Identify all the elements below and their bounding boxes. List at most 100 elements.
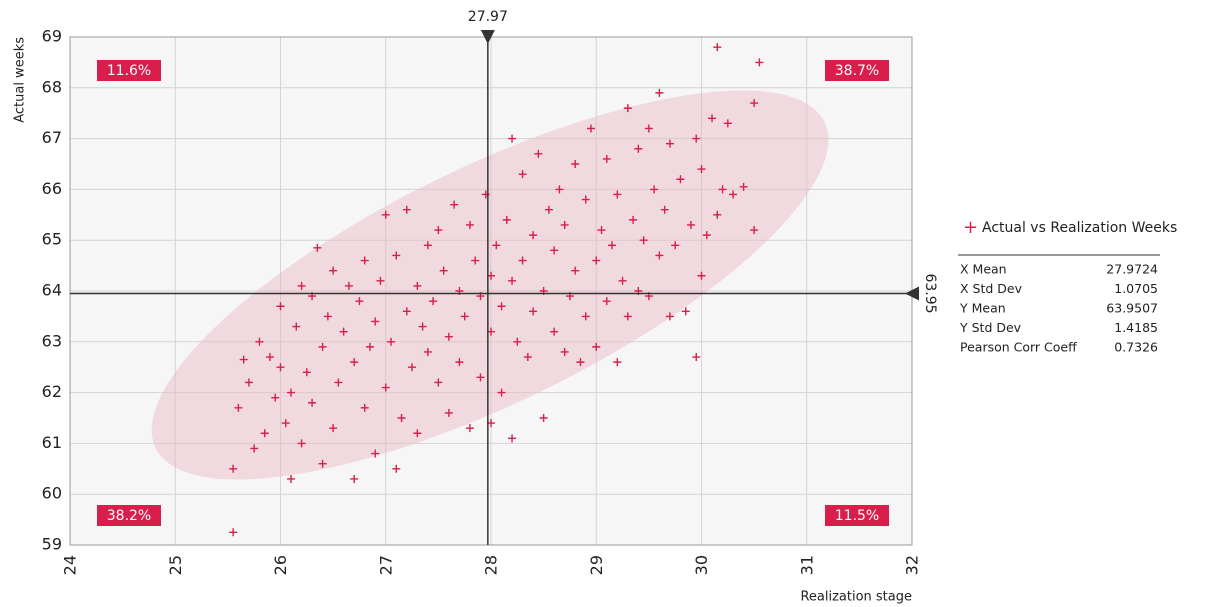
point [639,236,648,245]
point [702,231,711,240]
point [613,358,622,367]
point [755,58,764,67]
point [255,337,264,346]
point [697,271,706,280]
point [418,322,427,331]
point [439,266,448,275]
point [271,393,280,402]
point [365,342,374,351]
point [392,251,401,260]
point [597,226,606,235]
point [665,312,674,321]
x-axis-label: Realization stage [800,590,912,605]
point [450,200,459,209]
point [234,403,243,412]
point [523,353,532,362]
x-mean-marker [480,30,495,44]
point [329,266,338,275]
point [381,383,390,392]
point [644,124,653,133]
point [371,317,380,326]
y-tick-label: 62 [42,382,62,401]
x-tick-label: 26 [271,555,290,575]
point [444,332,453,341]
point [360,256,369,265]
point [571,160,580,168]
point [381,210,390,219]
stat-label: Pearson Corr Coeff [960,340,1077,355]
point [508,134,517,143]
point [355,297,364,306]
y-tick-label: 61 [42,433,62,452]
point [729,190,738,199]
point [544,205,553,214]
point [518,170,527,179]
point [602,297,611,306]
point [750,99,759,108]
point [287,388,296,397]
point [455,358,464,367]
point [650,185,659,194]
point [413,281,422,290]
point [550,327,559,336]
point [508,276,517,285]
x-mean-label: 27.97 [468,9,508,25]
point [750,226,759,235]
point [334,378,343,387]
point [697,165,706,174]
point [250,444,259,453]
quadrant-label-box [97,60,161,81]
y-mean-label: 63.95 [922,273,938,313]
point [592,342,601,351]
point [634,144,643,153]
point [681,307,690,316]
quadrant-label: 11.5% [835,508,879,524]
point [497,388,506,397]
y-mean-marker [905,286,919,301]
point [360,403,369,412]
point [602,154,611,163]
point [529,231,538,240]
point [686,220,695,229]
point [718,185,727,194]
point [629,215,638,224]
point [323,312,332,321]
y-tick-label: 59 [42,535,62,554]
point [560,220,569,229]
point [508,434,517,443]
point [576,358,585,367]
point [471,256,480,265]
point [613,190,622,199]
point [302,368,311,377]
point [260,429,269,438]
y-tick-label: 69 [42,27,62,46]
point [739,182,748,191]
point [344,281,353,290]
y-tick-label: 66 [42,179,62,198]
point [713,43,722,52]
legend-label: Actual vs Realization Weeks [982,220,1177,236]
point [423,347,432,356]
quadrant-label: 11.6% [107,63,151,79]
point [660,205,669,214]
quadrant-label-box [97,505,161,526]
point [281,419,290,428]
y-tick-label: 65 [42,230,62,249]
stat-label: Y Mean [959,301,1006,316]
point [239,355,248,364]
point [350,474,359,483]
point [665,139,674,148]
point [586,124,595,133]
point [318,342,327,351]
x-tick-label: 27 [376,555,395,575]
y-tick-label: 68 [42,77,62,96]
point [513,337,522,346]
point [655,88,664,97]
point [534,149,543,158]
quadrant-label-box [825,60,889,81]
point [492,241,501,250]
quadrant-label: 38.2% [107,508,151,524]
quadrant-label-box [825,505,889,526]
stat-value: 0.7326 [1114,340,1158,355]
